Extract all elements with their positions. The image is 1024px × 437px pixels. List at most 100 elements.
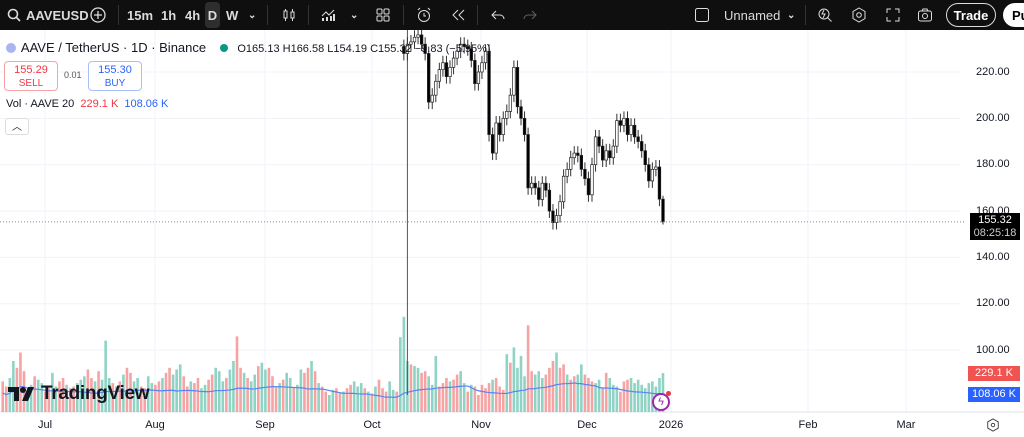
symbol-title[interactable]: AAVE / TetherUS · 1D · Binance [20,40,207,55]
volume-bar [399,337,402,412]
volume-bar [544,374,548,412]
interval-15m[interactable]: 15m [127,7,154,23]
candle-body [441,62,445,71]
alert-clock-icon[interactable] [416,0,432,30]
candle-body [476,71,481,84]
volume-bar [86,369,90,412]
quick-search-icon[interactable] [817,0,833,30]
undo-icon[interactable] [490,0,506,30]
time-axis[interactable]: Jul Aug Sep Oct Nov Dec 2026 Feb Mar [0,413,1024,436]
buy-button[interactable]: 155.30 BUY [88,61,142,91]
volume-bar [427,376,430,412]
volume-bar [537,371,541,412]
candle-body [483,50,488,64]
symbol-search[interactable]: AAVEUSD [6,0,89,30]
candle-body [604,150,608,161]
volume-bar [356,386,359,412]
interval-d[interactable]: D [205,2,220,28]
volume-label[interactable]: Vol · AAVE 20 [6,98,75,110]
layout-name[interactable]: Unnamed [724,7,781,23]
replay-rewind-icon[interactable] [450,0,466,30]
compare-button[interactable] [88,0,108,30]
volume-bar [555,352,558,412]
candle-body [636,136,640,142]
volume-bar [409,364,413,412]
candle-body [522,117,527,135]
layout-chevron-icon[interactable]: ⌄ [787,9,796,21]
current-price-tag: 155.32 08:25:18 [970,213,1020,240]
volume-bar [349,384,352,412]
candles-chart-type-icon[interactable] [281,0,297,30]
volume-bar [402,316,406,412]
candle-body [515,67,520,108]
volume-bar [608,378,612,412]
candle-body [583,168,587,179]
volume-bar [146,376,150,412]
trade-button[interactable]: Trade [946,3,996,27]
redo-icon[interactable] [522,0,538,30]
volume-bar [182,376,186,412]
price-label: 220.00 [976,66,1010,78]
candle-body [661,198,665,223]
volume-bar [551,361,555,412]
chart-legend: AAVE / TetherUS · 1D · Binance O165.13 H… [6,40,491,55]
layout-checkbox-icon[interactable] [694,0,710,30]
candle-body [608,150,612,159]
volume-bar [313,371,317,412]
volume-bar [12,361,15,412]
volume-bar [246,378,249,412]
volume-bar [281,379,285,412]
indicators-icon[interactable] [320,0,336,30]
publish-button[interactable]: Pu [1003,3,1024,27]
sell-button[interactable]: 155.29 SELL [4,61,58,91]
volume-bar [249,381,253,412]
volume-bar [107,378,111,412]
candle-body [565,168,569,177]
volume-bar [65,384,68,412]
interval-1h[interactable]: 1h [161,7,177,23]
volume-bar [391,389,395,412]
sell-label: SELL [18,78,44,89]
time-label: Nov [471,419,491,431]
volume-bar [530,371,533,412]
volume-ma-tag: 108.06 K [968,387,1020,402]
candle-body [405,43,410,54]
candle-body [586,178,591,196]
volume-bar [189,381,193,412]
interval-w[interactable]: W [226,7,239,23]
volume-bar [516,367,519,412]
price-chart[interactable] [0,30,1024,413]
bar-countdown: 08:25:18 [973,227,1017,239]
interval-dropdown-chevron-icon[interactable]: ⌄ [248,9,257,21]
candle-body [455,50,459,59]
interval-4h[interactable]: 4h [185,7,201,23]
time-label: Sep [255,419,275,431]
fullscreen-icon[interactable] [885,0,901,30]
layout-grid-icon[interactable] [375,0,391,30]
volume-bar [331,389,335,412]
volume-bar [40,383,44,412]
volume-bar [288,378,292,412]
candle-body [569,157,573,170]
lightning-icon[interactable]: ϟ [652,393,670,411]
volume-bar [498,386,501,412]
candle-body [494,122,498,154]
current-price: 155.32 [978,214,1012,226]
collapse-legend-chevron-up-icon[interactable]: ︿ [5,118,29,135]
time-label: 2026 [658,419,684,431]
indicators-chevron-icon[interactable]: ⌄ [350,9,359,21]
volume-bar [548,367,551,412]
volume-bar [306,367,310,412]
settings-hexagon-icon[interactable] [851,0,867,30]
candle-body [540,182,544,200]
volume-bar [19,352,22,412]
axis-settings-icon[interactable] [986,418,1000,432]
time-label: Mar [896,419,916,431]
volume-bar [207,379,210,412]
volume-bar [434,355,438,412]
volume-bar [477,395,480,412]
volume-value: 229.1 K [80,98,119,110]
camera-icon[interactable] [917,0,933,30]
search-icon [7,8,21,22]
volume-bar [200,388,203,412]
